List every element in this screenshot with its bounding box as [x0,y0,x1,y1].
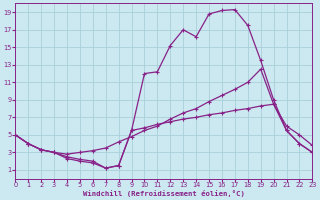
X-axis label: Windchill (Refroidissement éolien,°C): Windchill (Refroidissement éolien,°C) [83,190,245,197]
